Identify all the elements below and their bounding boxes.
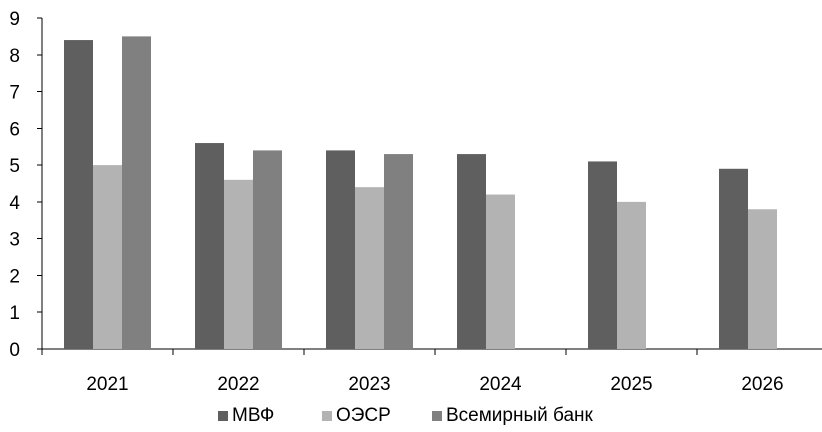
x-axis: 2021 2022 2023 2024 2025 2026	[41, 348, 822, 395]
legend-swatch	[322, 411, 332, 421]
bar	[588, 161, 617, 349]
y-tick-label: 2	[9, 266, 20, 287]
y-tick-label: 7	[9, 83, 20, 104]
legend-swatch	[218, 411, 228, 421]
bar	[384, 154, 413, 349]
bar	[326, 150, 355, 349]
y-tick-label: 4	[9, 193, 20, 214]
legend-label: МВФ	[232, 405, 274, 426]
bar	[457, 154, 486, 349]
legend-label: ОЭСР	[336, 405, 391, 426]
x-tick-label: 2026	[741, 374, 783, 395]
bar	[253, 150, 282, 349]
bar	[122, 36, 151, 350]
bar	[719, 168, 748, 349]
y-tick-label: 8	[9, 46, 20, 67]
bar	[748, 209, 777, 349]
legend: МВФ ОЭСР Всемирный банк	[218, 405, 594, 426]
y-tick-label: 1	[9, 303, 20, 324]
bars	[64, 36, 777, 350]
legend-swatch	[432, 411, 442, 421]
bar	[93, 165, 122, 349]
x-tick-label: 2023	[348, 374, 390, 395]
x-tick-label: 2022	[217, 374, 259, 395]
y-tick-label: 0	[9, 340, 20, 361]
x-tick-label: 2021	[86, 374, 128, 395]
legend-label: Всемирный банк	[446, 405, 594, 426]
bar	[486, 194, 515, 349]
bar	[617, 201, 646, 349]
y-tick-label: 9	[9, 9, 20, 30]
x-tick-label: 2025	[610, 374, 652, 395]
bar	[195, 143, 224, 349]
y-axis: 0 1 2 3 4 5 6 7 8 9	[9, 9, 43, 361]
bar	[224, 179, 253, 349]
y-tick-label: 6	[9, 119, 20, 140]
y-tick-label: 5	[9, 156, 20, 177]
x-tick-label: 2024	[479, 374, 522, 395]
bar	[355, 187, 384, 349]
bar	[64, 40, 93, 350]
y-tick-label: 3	[9, 230, 20, 251]
